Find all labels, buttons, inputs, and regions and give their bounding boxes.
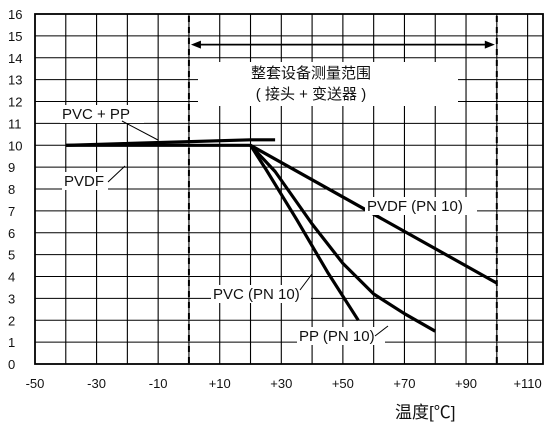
x-tick-label: -10 (149, 376, 168, 391)
y-tick-label: 3 (8, 291, 15, 306)
leader-pvdf (107, 165, 126, 183)
y-tick-label: 6 (8, 226, 15, 241)
y-tick-label: 10 (8, 138, 22, 153)
range-text-line1: 整套设备测量范围 (251, 65, 371, 82)
series-labels: PVC + PP PVDF PVDF (PN 10) PVC (PN 10) PP (P… (60, 105, 477, 345)
y-tick-label: 4 (8, 270, 15, 285)
range-arrow-left-head (190, 40, 201, 49)
chart-series (65, 138, 498, 333)
label-pp-pn10: PP (PN 10) (299, 328, 375, 345)
label-pvc-pn10-background (211, 285, 311, 303)
x-tick-label: +30 (270, 376, 292, 391)
y-tick-label: 2 (8, 313, 15, 328)
y-tick-label: 15 (8, 29, 22, 44)
series-pvc-pp (65, 138, 276, 147)
y-tick-label: 5 (8, 248, 15, 263)
label-pvdf-background (62, 172, 108, 190)
x-axis-title: 温度[℃] (395, 403, 455, 422)
series-pvc-pn10 (249, 144, 360, 322)
y-tick-label: 12 (8, 95, 22, 110)
leader-pvc-pn10 (299, 273, 313, 291)
y-tick-label: 11 (8, 116, 22, 131)
label-pvdf-pn10: PVDF (PN 10) (367, 198, 463, 215)
y-tick-label: 13 (8, 73, 22, 88)
x-tick-label: +90 (455, 376, 477, 391)
y-tick-label: 16 (8, 7, 22, 22)
x-tick-label: +50 (332, 376, 354, 391)
label-pvc-pp-background (60, 105, 144, 123)
label-pvc-pp: PVC + PP (62, 106, 130, 123)
label-pvdf: PVDF (64, 173, 104, 190)
x-tick-label: -30 (87, 376, 106, 391)
series-pp-pn10 (249, 144, 436, 333)
label-pvdf-pn10-background (365, 197, 477, 215)
x-tick-label: +10 (209, 376, 231, 391)
leader-pp-pn10 (374, 325, 389, 337)
range-text-background (198, 62, 458, 106)
range-arrow-right-head (484, 40, 495, 49)
y-tick-label: 7 (8, 204, 15, 219)
label-pvc-pn10: PVC (PN 10) (213, 286, 300, 303)
label-pp-pn10-background (297, 327, 385, 345)
y-tick-label: 14 (8, 51, 22, 66)
y-tick-label: 0 (8, 357, 15, 372)
x-tick-label: +110 (513, 376, 541, 391)
x-tick-label: +70 (393, 376, 415, 391)
leader-pvc-pp (121, 120, 159, 141)
y-tick-label: 9 (8, 160, 15, 175)
y-tick-label: 8 (8, 182, 15, 197)
y-tick-label: 1 (8, 335, 15, 350)
x-tick-label: -50 (26, 376, 45, 391)
range-text-line2: ( 接头 + 变送器 ) (256, 86, 366, 103)
x-axis-ticks: -50 -30 -10 +10 +30 +50 +70 +90 +110 (26, 376, 542, 391)
measurement-range-annotation: 整套设备测量范围 ( 接头 + 变送器 ) (187, 16, 498, 364)
